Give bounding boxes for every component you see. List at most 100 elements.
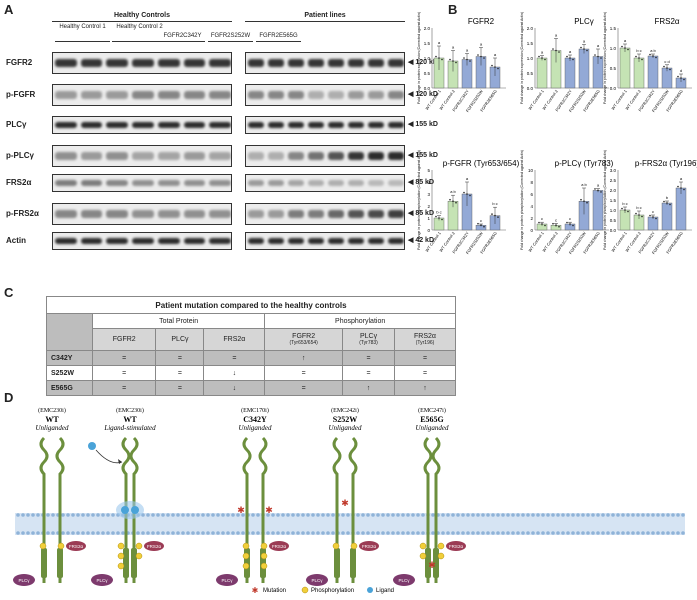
data-point — [655, 56, 657, 59]
blot-band — [348, 237, 364, 244]
blot-band — [368, 210, 384, 218]
data-point — [583, 48, 585, 50]
lipid-head — [671, 531, 675, 535]
data-point — [621, 45, 623, 48]
lipid-head — [566, 513, 570, 517]
y-tick-label: 1.0 — [527, 56, 534, 61]
patient-c342y-label: FGFR2C342Y — [163, 33, 202, 39]
blot-band — [55, 237, 77, 244]
data-point — [541, 223, 543, 225]
legend-label: Mutation — [263, 588, 286, 594]
table-cell: ↓ — [203, 365, 266, 381]
significance-letter: b c — [636, 48, 641, 53]
y-tick-label: 1.0 — [424, 56, 431, 61]
lipid-head — [466, 531, 470, 535]
blot-band — [55, 121, 77, 128]
receptor-state: Unliganded — [238, 424, 272, 432]
lipid-head — [661, 513, 665, 517]
col-header-fgfr2: FGFR2 — [91, 328, 157, 351]
data-point — [463, 191, 465, 194]
blot-band — [308, 210, 324, 218]
lipid-head — [406, 513, 410, 517]
data-point — [552, 222, 554, 225]
data-point — [624, 209, 626, 211]
patient-lines-header: Patient lines — [304, 12, 346, 19]
blot-band — [348, 179, 364, 186]
data-point — [580, 46, 582, 49]
lipid-head — [421, 531, 425, 535]
lipid-head — [216, 513, 220, 517]
y-axis-label: Fold change in protein expression (Corre… — [520, 12, 524, 104]
lipid-head — [531, 531, 535, 535]
lipid-head — [626, 513, 630, 517]
lipid-head — [506, 531, 510, 535]
lipid-head — [451, 513, 455, 517]
y-tick-label: 0.0 — [527, 86, 534, 91]
lipid-head — [101, 531, 105, 535]
lipid-head — [241, 531, 245, 535]
y-tick-label: 0.5 — [610, 218, 617, 223]
data-point — [449, 198, 451, 201]
lipid-head — [201, 531, 205, 535]
panel-label-a: A — [4, 2, 14, 17]
blot-band — [80, 91, 103, 99]
data-point — [566, 55, 568, 58]
y-tick-label: 2.0 — [424, 26, 431, 31]
chart-title: PLCγ — [574, 17, 594, 26]
blot-band — [132, 237, 154, 244]
data-point — [677, 75, 679, 78]
chart-title: FRS2α — [654, 17, 679, 26]
receptor-state: Unliganded — [328, 424, 362, 432]
lipid-head — [411, 513, 415, 517]
kinase-domain — [131, 548, 137, 578]
lipid-head — [331, 513, 335, 517]
data-point — [597, 189, 599, 192]
lipid-head — [486, 531, 490, 535]
blot-band — [368, 237, 384, 244]
data-point — [552, 48, 554, 50]
blot-band — [248, 179, 264, 186]
bar — [536, 57, 548, 89]
blot-band — [248, 121, 264, 128]
blot-band — [248, 152, 264, 160]
lipid-head — [91, 513, 95, 517]
blot-strip-controls — [52, 174, 232, 192]
lipid-head — [591, 531, 595, 535]
lipid-head — [611, 531, 615, 535]
blot-band — [268, 152, 284, 160]
blot-label: FRS2α — [6, 178, 32, 187]
significance-letter: d — [680, 68, 682, 73]
lipid-head — [221, 513, 225, 517]
lipid-head — [541, 531, 545, 535]
lipid-head — [651, 531, 655, 535]
lipid-head — [231, 513, 235, 517]
lipid-head — [66, 531, 70, 535]
control-1-rule — [55, 41, 110, 42]
lipid-head — [321, 513, 325, 517]
data-point — [449, 58, 451, 61]
lipid-head — [491, 531, 495, 535]
lipid-head — [541, 513, 545, 517]
significance-letter: b c — [492, 201, 497, 206]
data-point — [441, 58, 443, 61]
lipid-head — [161, 531, 165, 535]
data-point — [600, 191, 602, 193]
data-point — [586, 201, 588, 204]
lipid-head — [346, 531, 350, 535]
data-point — [624, 47, 626, 49]
blot-band — [288, 210, 304, 218]
bar — [675, 187, 687, 231]
lipid-head — [226, 513, 230, 517]
lipid-head — [411, 531, 415, 535]
lipid-head — [381, 513, 385, 517]
lipid-head — [556, 513, 560, 517]
kd-marker: ◀ 155 kD — [408, 152, 438, 159]
lipid-head — [441, 513, 445, 517]
y-tick-label: 1.5 — [610, 26, 617, 31]
group-phosphorylation: Phosphorylation — [264, 313, 456, 329]
y-axis-label: Fold change in protein phosphorylation (… — [520, 150, 524, 250]
blot-band — [80, 210, 103, 218]
blot-strip-controls — [52, 232, 232, 250]
lipid-head — [481, 513, 485, 517]
lipid-head — [471, 531, 475, 535]
